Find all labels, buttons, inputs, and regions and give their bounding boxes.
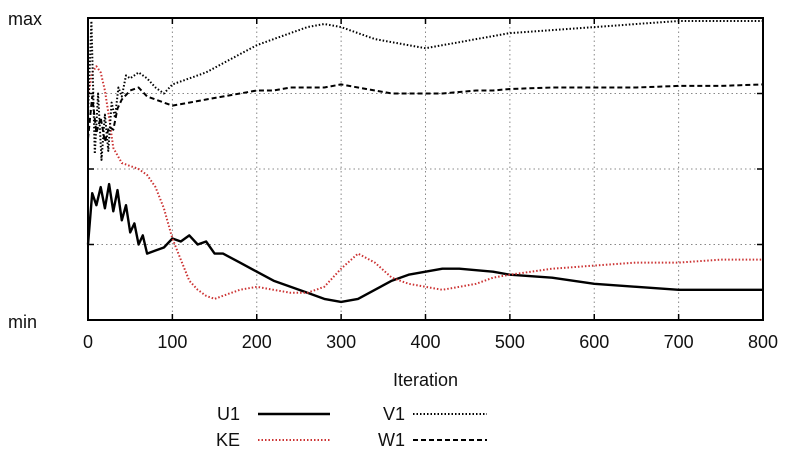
x-tick-label: 600 [579,332,609,352]
x-tick-label: 300 [326,332,356,352]
series-line-ke [87,65,763,300]
series-lines [86,20,764,304]
legend-label-v1: V1 [383,404,405,424]
legend-label-u1: U1 [217,404,240,424]
x-tick-label: 700 [664,332,694,352]
series-line-w1 [87,83,764,143]
x-tick-label: 100 [157,332,187,352]
x-tick-label: 0 [83,332,93,352]
x-axis-label: Iteration [393,370,458,390]
legend: U1 KE V1 W1 [216,404,487,450]
gridlines [88,18,763,320]
x-tick-label: 500 [495,332,525,352]
legend-label-w1: W1 [378,430,405,450]
axis-ticks: 0 100 200 300 400 500 600 700 800 [83,18,778,352]
legend-label-ke: KE [216,430,240,450]
x-tick-label: 200 [242,332,272,352]
series-line-u1 [86,182,763,304]
x-tick-label: 800 [748,332,778,352]
y-tick-label-min: min [8,312,37,332]
x-tick-label: 400 [410,332,440,352]
y-tick-label-max: max [8,9,42,29]
series-line-v1 [87,20,763,161]
